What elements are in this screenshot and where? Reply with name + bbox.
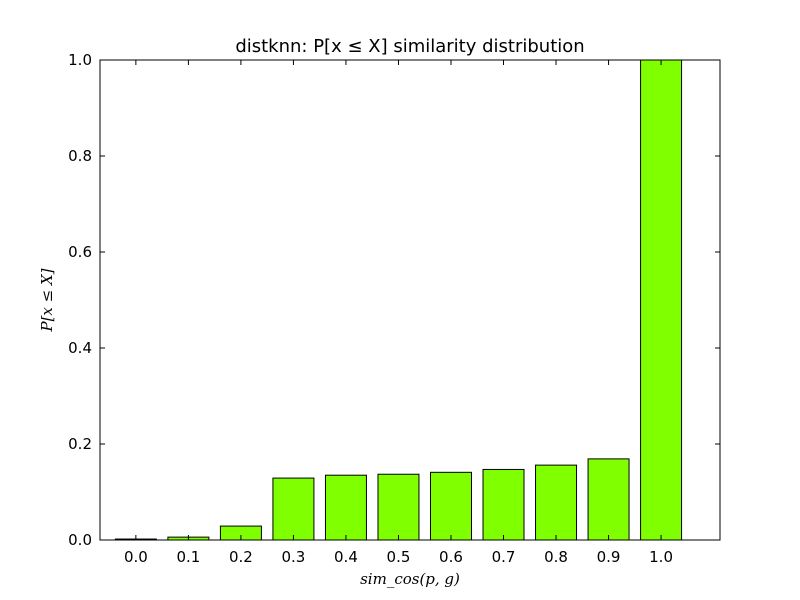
- y-tick-label: 0.0: [68, 531, 92, 549]
- x-tick-label: 0.5: [387, 548, 411, 566]
- y-tick-label: 0.6: [68, 243, 92, 261]
- chart-title: distknn: P[x ≤ X] similarity distributio…: [235, 36, 584, 57]
- bar-0.6: [429, 471, 472, 541]
- x-axis-label: sim_cos(p, g): [360, 570, 460, 588]
- x-tick-label: 0.2: [229, 548, 253, 566]
- y-axis-label: P[x ≤ X]: [38, 268, 56, 332]
- y-tick-label: 1.0: [68, 51, 92, 69]
- y-ticks-group: 0.0 0.2 0.4 0.6 0.8 1.0: [68, 51, 720, 549]
- bar-0.7: [482, 468, 525, 541]
- x-tick-label: 0.7: [492, 548, 516, 566]
- x-tick-label: 1.0: [649, 548, 673, 566]
- x-ticks-group: 0.0 0.1 0.2 0.3 0.4 0.5 0.6 0.7 0.8 0.9 1.0: [124, 60, 673, 566]
- x-tick-label: 0.3: [282, 548, 306, 566]
- plot-frame: [99, 59, 721, 541]
- bar-1.0: [640, 59, 683, 541]
- bar-0.8: [535, 464, 578, 541]
- x-tick-label: 0.6: [439, 548, 463, 566]
- y-tick-label: 0.4: [68, 339, 92, 357]
- x-tick-label: 0.1: [176, 548, 200, 566]
- x-tick-label: 0.4: [334, 548, 358, 566]
- bar-0.9: [587, 458, 630, 541]
- x-tick-label: 0.9: [597, 548, 621, 566]
- y-tick-label: 0.8: [68, 147, 92, 165]
- x-tick-label: 0.0: [124, 548, 148, 566]
- bars-group: [114, 59, 683, 541]
- y-tick-label: 0.2: [68, 435, 92, 453]
- bar-0.4: [324, 474, 367, 541]
- bar-0.5: [377, 473, 420, 541]
- x-tick-label: 0.8: [544, 548, 568, 566]
- bar-0.3: [272, 477, 315, 541]
